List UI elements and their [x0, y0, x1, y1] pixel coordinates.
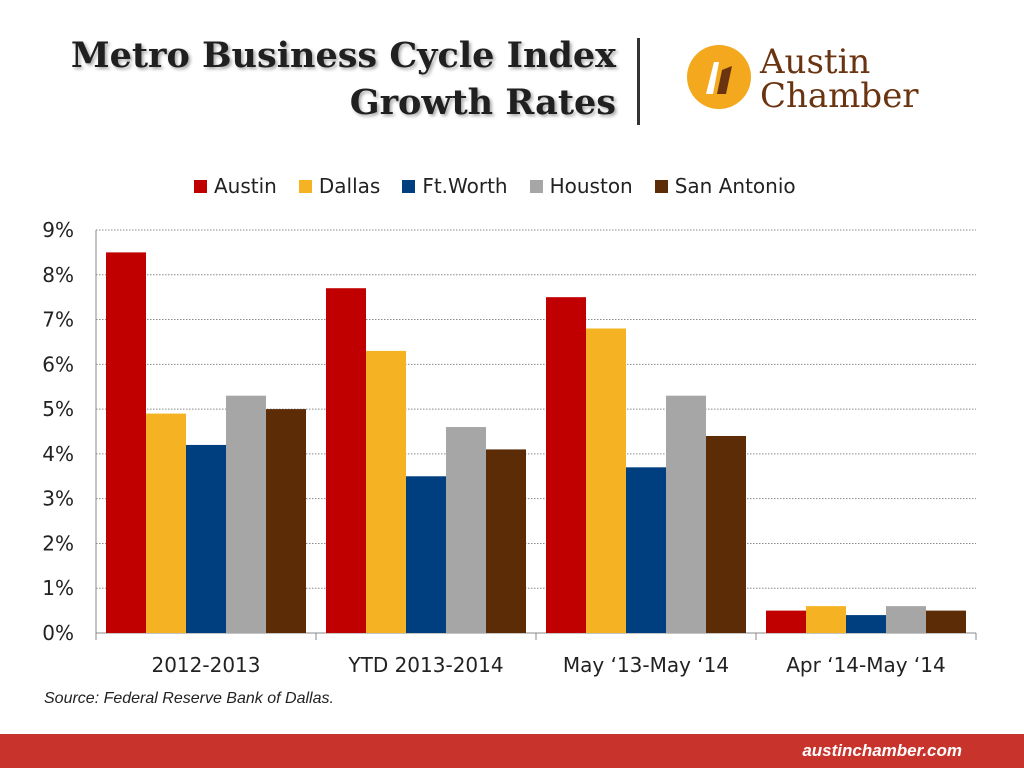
y-tick-label: 8%	[42, 263, 74, 287]
bar	[446, 427, 486, 633]
legend-swatch	[654, 179, 668, 193]
legend-swatch	[402, 179, 416, 193]
x-tick-label: Apr ‘14-May ‘14	[786, 653, 946, 677]
x-tick-label: 2012-2013	[151, 653, 260, 677]
y-tick-label: 6%	[42, 352, 74, 376]
chart-legend: Austin Dallas Ft.Worth Houston San Antonio	[194, 174, 818, 198]
x-tick-label: May ‘13-May ‘14	[563, 653, 729, 677]
bar	[186, 444, 226, 633]
y-tick-label: 3%	[42, 487, 74, 511]
y-tick-label: 4%	[42, 442, 74, 466]
y-tick-label: 1%	[42, 576, 74, 600]
austin-chamber-logo-icon	[687, 45, 751, 109]
bar	[406, 476, 446, 633]
logo-text: Austin Chamber	[760, 45, 919, 113]
bar	[106, 252, 146, 633]
bar	[886, 606, 926, 633]
bar	[846, 615, 886, 633]
bar	[146, 413, 186, 633]
footer-url: austinchamber.com	[802, 741, 962, 760]
logo-line-1: Austin	[760, 42, 871, 82]
x-tick-label: YTD 2013-2014	[347, 653, 503, 677]
title-divider	[637, 38, 640, 125]
bar	[586, 328, 626, 633]
y-tick-label: 2%	[42, 531, 74, 555]
legend-label: San Antonio	[674, 174, 796, 198]
y-tick-label: 5%	[42, 397, 74, 421]
legend-item: Ft.Worth	[402, 174, 508, 198]
bar	[626, 467, 666, 633]
bar	[326, 288, 366, 633]
bar	[766, 610, 806, 633]
footer-bar: austinchamber.com	[0, 734, 1024, 768]
legend-item: Dallas	[298, 174, 381, 198]
legend-swatch	[529, 179, 543, 193]
title-line-1: Metro Business Cycle Index	[70, 35, 616, 76]
bar	[926, 610, 966, 633]
bar	[266, 409, 306, 633]
bar	[486, 449, 526, 633]
bar	[546, 297, 586, 633]
title-line-2: Growth Rates	[349, 82, 616, 123]
y-tick-label: 0%	[42, 621, 74, 645]
legend-label: Ft.Worth	[422, 174, 508, 198]
legend-label: Houston	[549, 174, 633, 198]
slide-title: Metro Business Cycle Index Growth Rates	[71, 32, 616, 126]
legend-item: Austin	[194, 174, 277, 198]
y-tick-label: 9%	[42, 218, 74, 242]
legend-swatch	[194, 179, 207, 193]
logo-line-2: Chamber	[760, 76, 919, 116]
bar	[366, 350, 406, 633]
bar	[666, 395, 706, 633]
legend-label: Austin	[214, 174, 277, 198]
source-note: Source: Federal Reserve Bank of Dallas.	[44, 690, 334, 707]
y-tick-label: 7%	[42, 308, 74, 332]
bar	[226, 395, 266, 633]
legend-item: San Antonio	[654, 174, 796, 198]
legend-swatch	[298, 179, 312, 193]
bar-chart: 0% 1% 2% 3% 4% 5% 6% 7% 8% 9% 2012-2013 YTD 2013-20…	[42, 218, 977, 677]
legend-item: Houston	[529, 174, 633, 198]
bar	[806, 606, 846, 633]
legend-label: Dallas	[318, 174, 381, 198]
bar	[706, 435, 746, 633]
